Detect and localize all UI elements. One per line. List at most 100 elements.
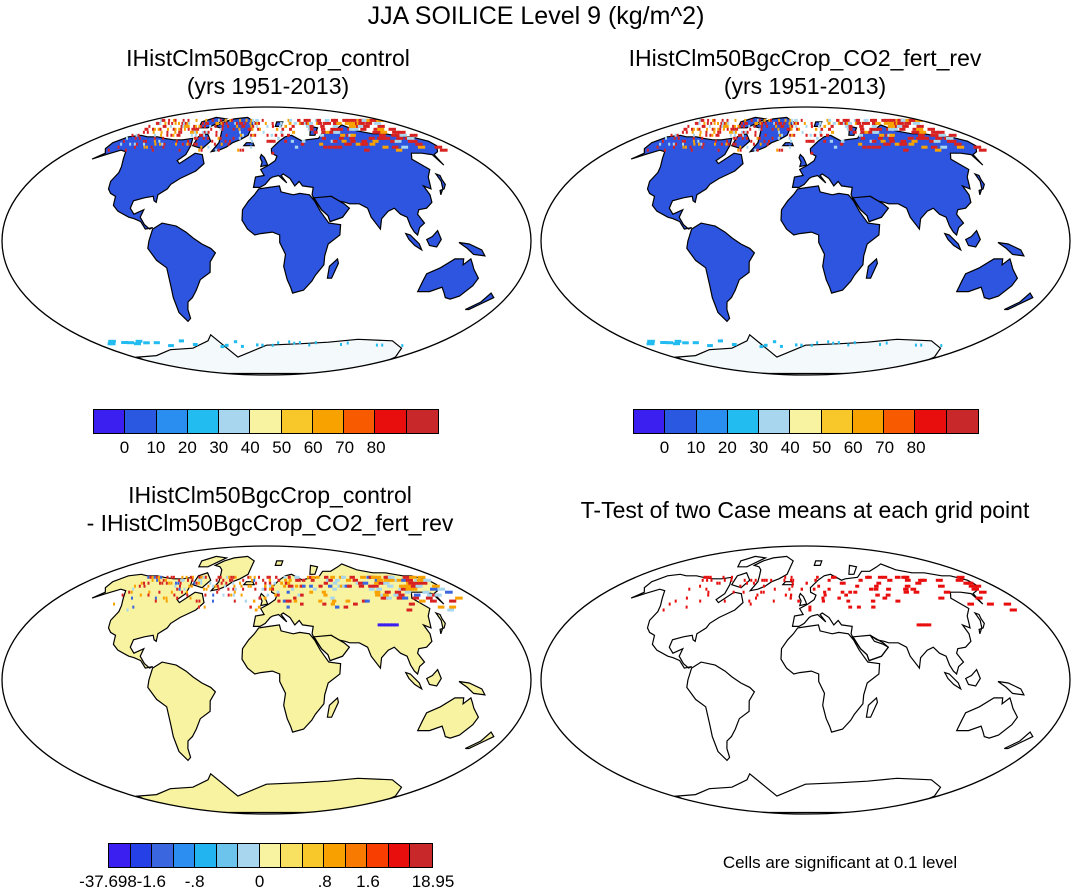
landmass-japan	[434, 172, 446, 195]
landmass-iceland	[242, 581, 256, 586]
landmass-novayazemlya	[848, 564, 858, 575]
landmass-newguinea	[458, 680, 486, 696]
colorbar-swatch	[156, 410, 188, 433]
colorbar-tick-label: 20	[177, 438, 197, 457]
landmass-ellesmere	[736, 555, 768, 568]
colorbar-swatch	[406, 410, 438, 433]
colorbar-tick-label: 20	[717, 438, 737, 457]
map-panel-control	[1, 106, 532, 376]
landmass-sumatra	[404, 671, 423, 691]
colorbar-tick-label: -37.698	[79, 872, 137, 891]
colorbar-tick-label: 50	[272, 438, 292, 457]
landmass-newguinea	[458, 241, 486, 257]
map-panel-ttest	[540, 545, 1071, 815]
colorbar-tick-label: 10	[146, 438, 166, 457]
landmass-eurasia	[252, 124, 445, 237]
colorbar-swatch	[410, 844, 432, 867]
landmass-madagascar	[326, 696, 340, 718]
colorbar-swatch	[109, 844, 131, 867]
landmass-south-america	[686, 222, 756, 323]
landmass-novayazemlya	[309, 564, 319, 575]
landmass-australia	[416, 257, 480, 300]
figure-title: JJA SOILICE Level 9 (kg/m^2)	[367, 2, 705, 30]
landmass-south-america	[147, 222, 217, 323]
landmass-south-america	[686, 661, 756, 762]
colorbar-tick-label: 80	[366, 438, 386, 457]
landmass-iceland	[781, 142, 795, 147]
colorbar-tick-label: 80	[906, 438, 926, 457]
landmass-uk	[798, 153, 808, 168]
landmass-africa	[780, 624, 881, 733]
significance-note: Cells are significant at 0.1 level	[722, 853, 958, 872]
panel-title-co2-fert-rev: IHistClm50BgcCrop_CO2_fert_rev (yrs 1951…	[605, 44, 1005, 100]
colorbar-tick-label: 60	[303, 438, 323, 457]
landmass-iceland	[242, 142, 256, 147]
colorbar-swatch	[665, 410, 697, 433]
colorbar-control	[93, 409, 439, 434]
panel-title-line2: - IHistClm50BgcCrop_CO2_fert_rev	[86, 510, 454, 536]
landmass-south-america	[147, 661, 217, 762]
colorbar-co2-fert-rev	[633, 409, 979, 434]
colorbar-swatch	[884, 410, 916, 433]
panel-title-line1: T-Test of two Case means at each grid po…	[580, 497, 1030, 523]
colorbar-swatch	[634, 410, 666, 433]
panel-title-difference: IHistClm50BgcCrop_control - IHistClm50Bg…	[40, 481, 500, 537]
landmass-madagascar	[326, 257, 340, 279]
colorbar-swatch	[915, 410, 947, 433]
grid-cells	[113, 575, 463, 627]
colorbar-tick-label: -1.6	[136, 872, 166, 891]
colorbar-tick-label: -.8	[184, 872, 205, 891]
colorbar-swatch	[219, 410, 251, 433]
landmass-borneo	[964, 668, 981, 687]
colorbar-swatch	[281, 844, 303, 867]
panel-title-ttest: T-Test of two Case means at each grid po…	[540, 496, 1070, 524]
landmass-australia	[955, 696, 1019, 739]
colorbar-tick-label: 1.6	[356, 872, 380, 891]
colorbar-tick-label: 0	[659, 438, 670, 457]
colorbar-tick-label: 10	[686, 438, 706, 457]
landmass-svalbard	[813, 560, 823, 566]
map-panel-co2-fert-rev	[540, 106, 1071, 376]
colorbar-swatch	[946, 410, 978, 433]
colorbar-swatch	[344, 410, 376, 433]
grid-cells	[662, 575, 1017, 627]
colorbar-tick-label: 40	[780, 438, 800, 457]
colorbar-swatch	[302, 844, 325, 867]
colorbar-swatch	[324, 844, 346, 867]
colorbar-tick-label: 18.95	[411, 872, 455, 891]
panel-title-line1: IHistClm50BgcCrop_control	[128, 482, 412, 508]
colorbar-swatch	[250, 410, 282, 433]
panel-title-line2: (yrs 1951-2013)	[723, 73, 887, 99]
grid-cells	[646, 118, 987, 349]
colorbar-swatch	[367, 844, 389, 867]
colorbar-swatch	[259, 844, 282, 867]
landmass-nz	[465, 292, 495, 311]
landmass-uk	[259, 153, 269, 168]
panel-title-control: IHistClm50BgcCrop_control (yrs 1951-2013…	[68, 44, 468, 100]
landmass-australia	[955, 257, 1019, 300]
landmass-australia	[416, 696, 480, 739]
landmass-borneo	[425, 668, 442, 687]
landmass-arabia	[851, 634, 890, 662]
landmass-nz	[1004, 731, 1034, 750]
map-border	[540, 106, 1071, 376]
landmass-madagascar	[865, 696, 879, 718]
panel-title-line1: IHistClm50BgcCrop_control	[126, 45, 410, 71]
colorbar-tick-label: .8	[317, 872, 332, 891]
landmass-eurasia	[791, 563, 984, 676]
landmass-svalbard	[274, 560, 284, 566]
landmass-north-america	[630, 134, 744, 230]
landmass-baffin	[730, 572, 751, 589]
landmass-arabia	[851, 195, 890, 223]
landmass-japan	[434, 611, 446, 634]
landmass-uk	[798, 592, 808, 607]
colorbar-swatch	[238, 844, 260, 867]
landmass-sumatra	[404, 232, 423, 252]
colorbar-swatch	[195, 844, 217, 867]
landmass-japan	[973, 172, 985, 195]
colorbar-difference	[108, 843, 433, 868]
colorbar-swatch	[790, 410, 822, 433]
colorbar-swatch	[173, 844, 196, 867]
landmass-africa	[241, 624, 342, 733]
landmass-nz	[1004, 292, 1034, 311]
